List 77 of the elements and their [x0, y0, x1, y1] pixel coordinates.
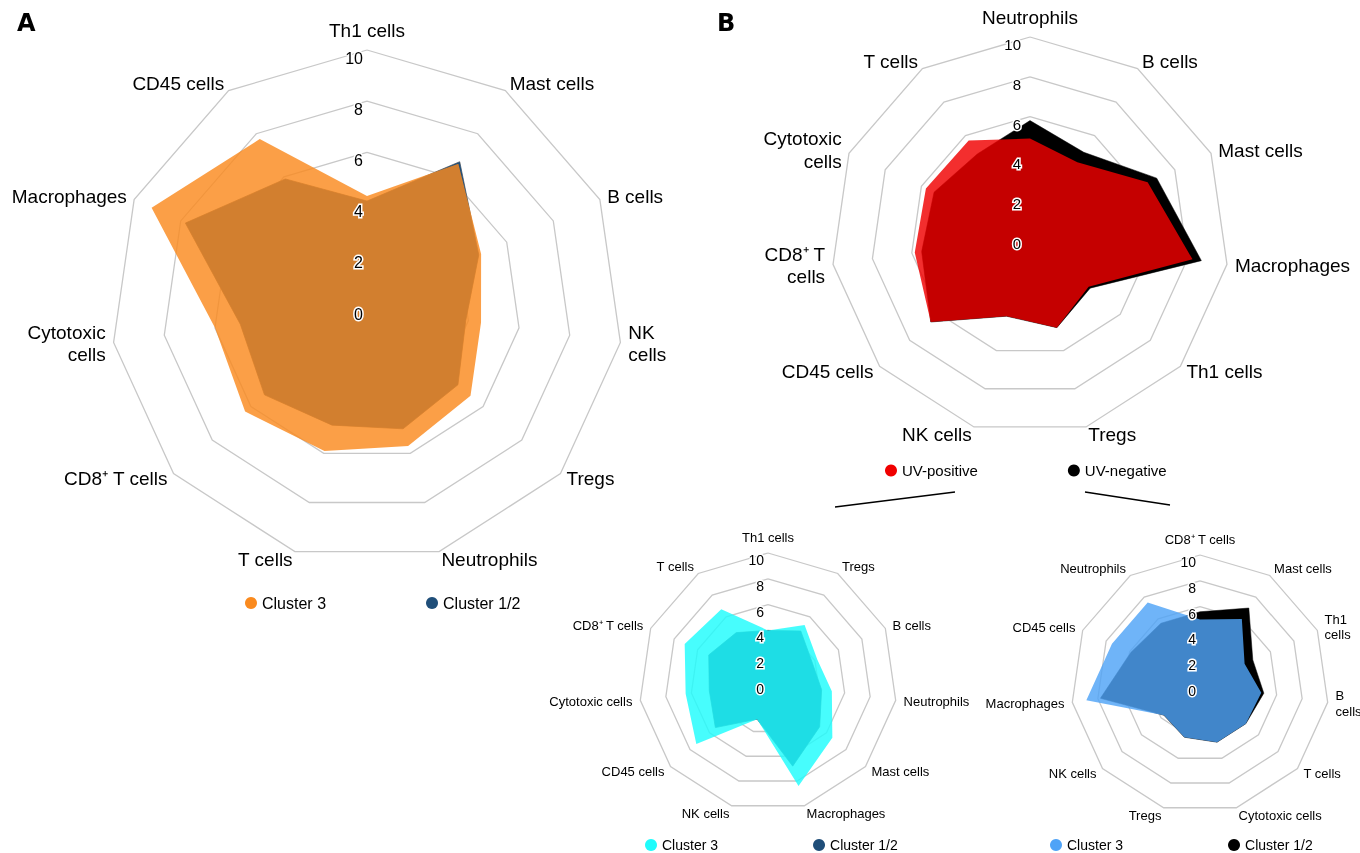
- spoke-label: Tregs: [842, 559, 876, 575]
- y-tick-label: 4: [354, 203, 364, 221]
- y-tick-label: 4: [1012, 155, 1021, 173]
- chart-title: A: [17, 9, 36, 37]
- legend-label: UV-negative: [1084, 462, 1167, 479]
- y-tick-label: 10: [1180, 554, 1197, 570]
- spoke-label: B cells: [892, 617, 932, 633]
- spoke-label: CD45 cells: [1012, 619, 1076, 635]
- spoke-label: CD45 cells: [132, 73, 225, 95]
- spoke-label: Neutrophils: [981, 7, 1079, 29]
- spoke-label: NK cells: [1048, 766, 1097, 782]
- y-tick-label: 6: [756, 603, 765, 620]
- spoke-label: Tregs: [1128, 807, 1162, 823]
- spoke-label: Neutrophils: [1060, 561, 1127, 577]
- y-tick-label: 8: [354, 100, 364, 118]
- spoke-label: Macrophages: [985, 696, 1065, 711]
- spoke-label: NK cells: [628, 321, 667, 366]
- spoke-label: Mast cells: [871, 764, 930, 780]
- spoke-label: Th1 cells: [741, 529, 795, 545]
- spoke-label: Cytotoxic cells: [763, 128, 842, 172]
- y-tick-label: 0: [1188, 683, 1197, 699]
- spoke-label: Mast cells: [1218, 139, 1303, 161]
- spoke-label: CD8⁺ T cells: [572, 617, 644, 633]
- y-tick-label: 0: [1012, 235, 1021, 252]
- y-tick-label: 6: [1012, 115, 1021, 133]
- legend-label: Cluster 3: [1067, 837, 1124, 853]
- spoke-label: Tregs: [1088, 424, 1137, 446]
- spoke-label: Neutrophils: [903, 694, 970, 709]
- spoke-label: NK cells: [901, 424, 972, 446]
- y-tick-label: 10: [1004, 36, 1021, 53]
- spoke-label: Macrophages: [11, 185, 127, 207]
- spoke-label: Cytotoxic cells: [27, 321, 106, 366]
- spoke-label: Neutrophils: [441, 548, 538, 570]
- spoke-label: T cells: [238, 548, 293, 570]
- spoke-label: Macrophages: [1234, 254, 1351, 276]
- spoke-label: T cells: [863, 51, 919, 73]
- spoke-label: B cells: [607, 185, 664, 207]
- y-tick-label: 2: [756, 655, 765, 672]
- y-tick-label: 6: [354, 151, 364, 169]
- y-tick-label: 0: [756, 681, 765, 697]
- spoke-label: CD45 cells: [601, 764, 665, 780]
- chart-title: B: [717, 9, 736, 37]
- legend-label: Cluster 3: [262, 594, 327, 612]
- spoke-label: Macrophages: [806, 805, 886, 821]
- y-tick-label: 4: [756, 629, 765, 646]
- spoke-label: CD45 cells: [781, 361, 874, 383]
- legend-label: UV-positive: [902, 462, 978, 479]
- y-tick-label: 4: [1188, 631, 1197, 648]
- y-tick-label: 6: [1188, 605, 1197, 622]
- y-tick-label: 2: [1012, 195, 1021, 213]
- spoke-label: T cells: [656, 559, 695, 575]
- spoke-label: CD8⁺ T cells: [764, 243, 826, 288]
- spoke-label: Cytotoxic cells: [1238, 807, 1323, 823]
- spoke-label: Tregs: [566, 468, 615, 490]
- spoke-label: CD8⁺ T cells: [1164, 531, 1236, 547]
- legend-label: Cluster 1/2: [1245, 837, 1313, 853]
- y-tick-label: 10: [345, 49, 364, 67]
- y-tick-label: 8: [1188, 579, 1197, 596]
- spoke-label: Mast cells: [509, 73, 595, 95]
- y-tick-label: 2: [354, 254, 364, 272]
- spoke-label: Cytotoxic cells: [549, 694, 633, 709]
- y-tick-label: 8: [1012, 75, 1021, 93]
- spoke-label: Th1 cells: [1186, 361, 1263, 383]
- spoke-label: Th1 cells: [328, 20, 406, 42]
- legend-label: Cluster 1/2: [830, 837, 898, 853]
- y-tick-label: 8: [756, 577, 765, 594]
- spoke-label: Mast cells: [1274, 561, 1333, 577]
- spoke-label: NK cells: [681, 805, 730, 821]
- y-tick-label: 2: [1188, 657, 1197, 674]
- spoke-label: T cells: [1303, 766, 1342, 782]
- spoke-label: Th1 cells: [1324, 611, 1352, 643]
- spoke-label: CD8⁺ T cells: [63, 468, 168, 490]
- y-tick-label: 0: [354, 305, 364, 323]
- legend-label: Cluster 3: [662, 837, 719, 853]
- spoke-label: B cells: [1141, 51, 1198, 73]
- y-tick-label: 10: [748, 552, 765, 568]
- legend-label: Cluster 1/2: [443, 594, 521, 612]
